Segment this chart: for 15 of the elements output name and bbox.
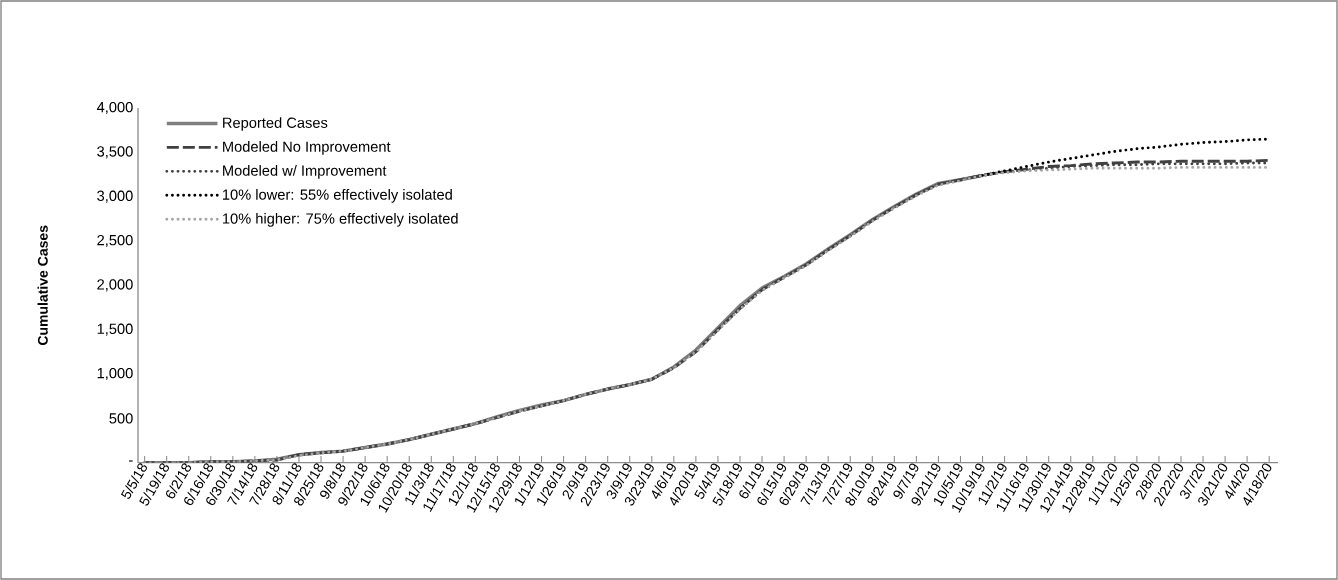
legend-label: Modeled No Improvement (223, 141, 391, 155)
y-tick-label: 500 (109, 413, 133, 424)
y-tick-label: 3,500 (97, 146, 133, 159)
y-tick-label: 4,000 (96, 101, 133, 115)
y-tick-label: - (129, 460, 133, 462)
legend-label: 10% higher: 75% effectively isolated (222, 212, 458, 227)
y-tick-label: 2,000 (97, 279, 133, 292)
y-tick-label: 3,000 (97, 190, 133, 203)
y-tick-label: 1,500 (97, 323, 133, 336)
legend-label: Modeled w/ Improvement (223, 165, 387, 179)
y-tick-label: 2,500 (97, 234, 133, 248)
y-axis-title: Cumulative Cases (37, 225, 48, 346)
legend-label: 10% lower: 55% effectively isolated (222, 189, 452, 203)
legend-label: Reported Cases (223, 117, 328, 131)
y-tick-label: 1,000 (97, 367, 133, 381)
